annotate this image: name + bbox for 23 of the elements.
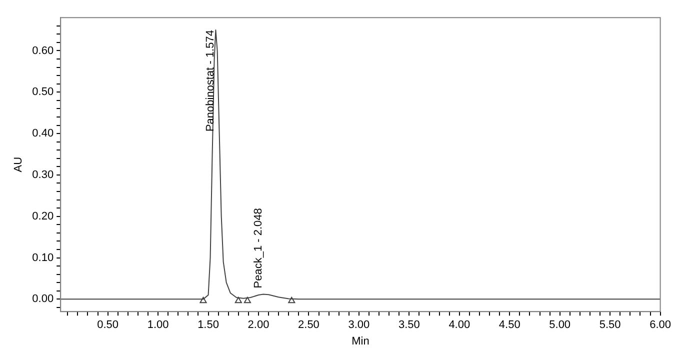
annotation: Peack_1 - 2.048 [252,208,264,288]
y-tick-label: 0.00 [32,293,54,306]
y-axis-title: AU [12,156,25,172]
y-tick-label: 0.10 [32,252,54,264]
x-tick-label: 5.50 [599,319,621,332]
x-tick-label: 1.00 [147,319,169,332]
annotation: Panobinostat - 1.574 [204,30,217,132]
x-tick-label: 3.00 [348,319,370,332]
x-axis-title: Min [352,335,370,348]
x-tick-label: 4.00 [448,319,470,332]
x-tick-label: 0.50 [97,319,119,332]
x-tick-label: 2.00 [248,319,270,332]
y-tick-label: 0.60 [32,44,54,57]
x-tick-label: 5.00 [549,319,571,332]
y-tick-label: 0.20 [32,210,54,222]
y-tick-label: 0.40 [32,128,54,140]
x-tick-label: 4.50 [498,319,520,332]
x-tick-label: 6.00 [650,319,672,332]
y-tick-label: 0.30 [32,168,54,181]
x-tick-label: 2.50 [298,319,320,332]
y-tick-label: 0.50 [32,86,54,98]
x-tick-label: 3.50 [398,319,420,332]
x-tick-label: 1.50 [198,319,219,332]
